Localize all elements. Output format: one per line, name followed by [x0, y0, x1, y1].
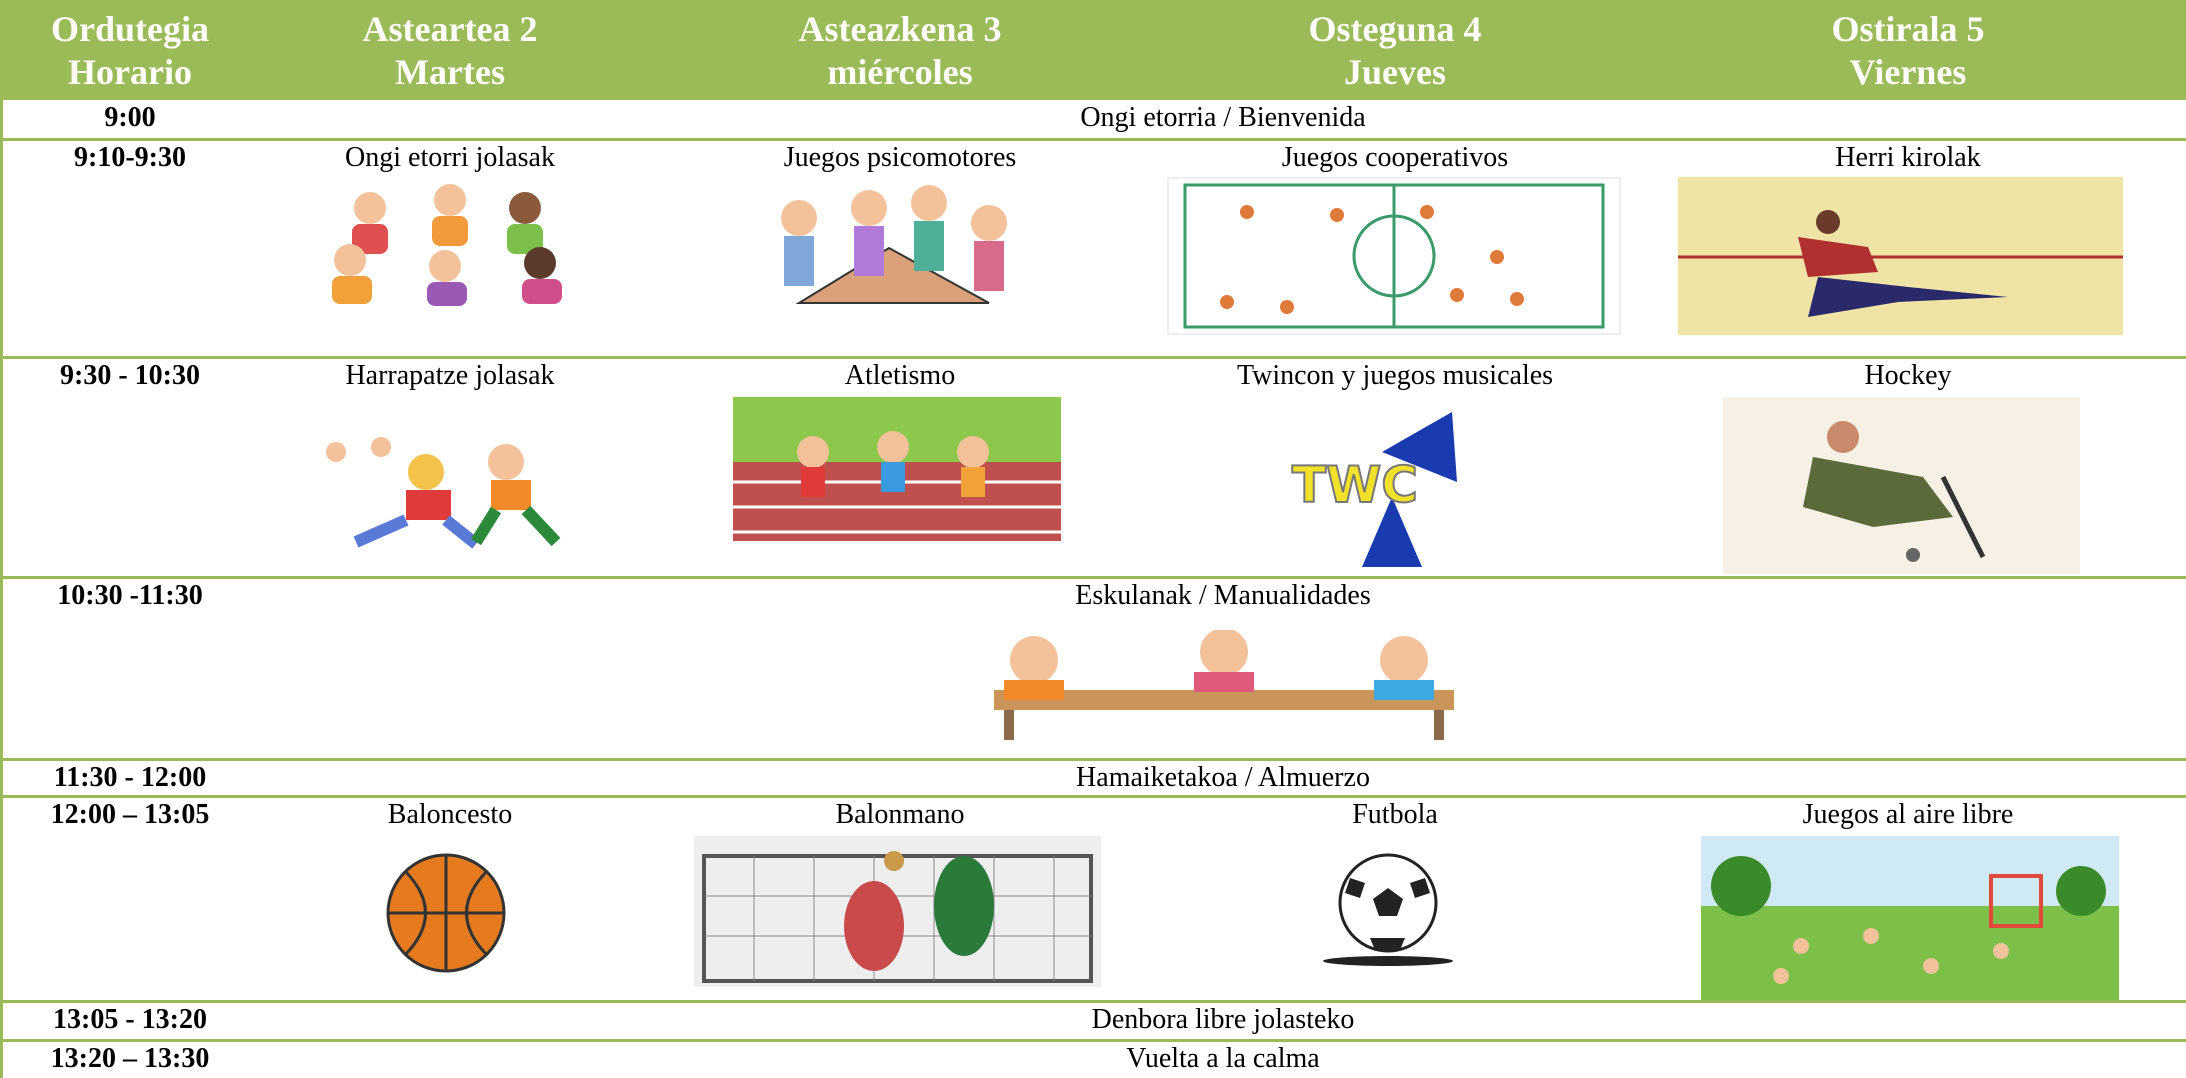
activity-cell: Juegos al aire libre — [1802, 799, 2014, 830]
header-line: Asteazkena 3 — [798, 9, 1002, 49]
header-line: Ordutegia — [51, 9, 209, 49]
time-cell: 10:30 -11:30 — [57, 580, 203, 611]
activity-cell: Futbola — [1352, 799, 1438, 830]
chase-image — [326, 437, 561, 549]
psychomotor-image — [781, 185, 1007, 304]
header-line: miércoles — [827, 52, 973, 92]
crafts-image — [994, 630, 1454, 740]
activity-cell: Harrapatze jolasak — [345, 360, 555, 391]
activity-cell: Hockey — [1864, 360, 1952, 391]
activity-cell: Eskulanak / Manualidades — [1075, 580, 1371, 611]
activity-cell: Atletismo — [844, 360, 956, 391]
activity-cell: Vuelta a la calma — [1126, 1043, 1320, 1074]
time-cell: 13:20 – 13:30 — [50, 1043, 210, 1074]
activity-cell: Twincon y juegos musicales — [1236, 360, 1554, 391]
activity-cell: Baloncesto — [387, 799, 513, 830]
left-border — [0, 0, 3, 1078]
time-cell: 9:10-9:30 — [74, 142, 186, 173]
activity-cell: Balonmano — [835, 799, 965, 830]
header-line: Jueves — [1344, 52, 1446, 92]
time-cell: 13:05 - 13:20 — [53, 1004, 207, 1035]
time-cell: 11:30 - 12:00 — [53, 762, 207, 793]
header-line: Ostirala 5 — [1831, 9, 1985, 49]
header-line: Martes — [395, 52, 505, 92]
row-separator — [0, 1000, 2186, 1003]
athletics-image — [733, 397, 1061, 541]
activity-cell: Denbora libre jolasteko — [1091, 1004, 1355, 1035]
row-separator — [0, 758, 2186, 761]
activity-cell: Herri kirolak — [1835, 142, 1981, 173]
kids-circle-image — [332, 184, 562, 306]
row-separator — [0, 356, 2186, 359]
row-separator — [0, 138, 2186, 141]
header-line: Viernes — [1849, 52, 1967, 92]
activity-cell: Ongi etorria / Bienvenida — [1080, 102, 1366, 133]
football-image — [1323, 853, 1453, 966]
time-cell: 12:00 – 13:05 — [50, 799, 210, 830]
activity-cell: Juegos cooperativos — [1281, 142, 1509, 173]
outdoor-games-image — [1701, 836, 2119, 1001]
row-separator — [0, 576, 2186, 579]
activity-cell: Ongi etorri jolasak — [345, 142, 555, 173]
basketball-image — [386, 853, 506, 973]
header-line: Asteartea 2 — [362, 9, 538, 49]
twincon-image: TWC — [1291, 412, 1457, 567]
activity-cell: Juegos psicomotores — [783, 142, 1017, 173]
row-separator — [0, 795, 2186, 798]
activity-cell: Hamaiketakoa / Almuerzo — [1076, 762, 1370, 793]
cooperative-field-image — [1167, 177, 1621, 335]
tug-of-war-image — [1678, 177, 2123, 335]
hockey-image — [1723, 397, 2080, 574]
header-row — [0, 0, 2186, 100]
header-line: Osteguna 4 — [1308, 9, 1482, 49]
svg-text:TWC: TWC — [1292, 456, 1418, 514]
handball-image — [694, 836, 1101, 987]
row-separator — [0, 1039, 2186, 1042]
time-cell: 9:00 — [104, 102, 156, 133]
time-cell: 9:30 - 10:30 — [60, 360, 200, 391]
header-line: Horario — [68, 52, 192, 92]
